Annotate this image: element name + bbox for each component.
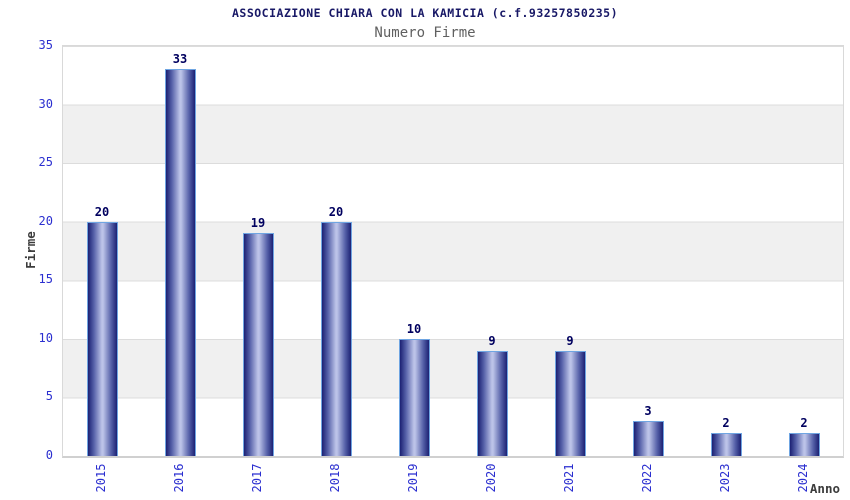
bar-value-label: 9 xyxy=(488,333,496,348)
bar-2015 xyxy=(86,221,118,456)
bar-value-label: 2 xyxy=(722,415,730,430)
chart-title: ASSOCIAZIONE CHIARA CON LA KAMICIA (c.f.… xyxy=(231,6,619,20)
x-tick-label: 2021 xyxy=(562,463,576,493)
bar-2016 xyxy=(164,69,196,456)
bar-2021 xyxy=(554,350,586,456)
plot-area: 20 33 19 20 10 9 9 3 2 2 xyxy=(62,45,844,458)
bar-2024 xyxy=(788,432,820,456)
chart-subtitle: Numero Firme xyxy=(374,25,476,41)
bar-value-label: 2 xyxy=(800,415,808,430)
x-tick-label: 2015 xyxy=(94,463,108,493)
y-tick-label: 5 xyxy=(45,389,53,404)
bar-2017 xyxy=(242,233,274,456)
x-tick-label: 2024 xyxy=(796,463,810,493)
bar-value-label: 10 xyxy=(406,321,422,336)
y-tick-label: 30 xyxy=(38,96,53,111)
bar-2020 xyxy=(476,350,508,456)
y-tick-label: 10 xyxy=(38,330,53,345)
bar-2023 xyxy=(710,432,742,456)
bar-value-label: 19 xyxy=(250,216,266,231)
bar-2022 xyxy=(632,420,664,456)
y-tick-label: 15 xyxy=(38,272,53,287)
bar-value-label: 20 xyxy=(328,204,344,219)
y-tick-label: 35 xyxy=(38,38,53,52)
x-tick-label: 2022 xyxy=(640,463,654,493)
y-tick-label: 0 xyxy=(45,448,53,462)
x-tick-label: 2016 xyxy=(172,463,186,493)
bar-2018 xyxy=(320,221,352,456)
bar-value-label: 3 xyxy=(644,403,652,418)
bar-value-label: 20 xyxy=(94,204,110,219)
x-tick-label: 2018 xyxy=(328,463,342,493)
bar-2019 xyxy=(398,338,430,456)
y-axis-title: Firme xyxy=(23,231,38,269)
y-tick-label: 20 xyxy=(38,213,53,228)
x-tick-label: 2020 xyxy=(484,463,498,493)
x-axis-title: Anno xyxy=(809,481,840,496)
x-tick-label: 2019 xyxy=(406,463,420,493)
bar-value-label: 33 xyxy=(172,52,188,67)
y-tick-label: 25 xyxy=(38,155,53,170)
bar-value-label: 9 xyxy=(566,333,574,348)
x-tick-label: 2017 xyxy=(250,463,264,493)
x-tick-label: 2023 xyxy=(718,463,732,493)
